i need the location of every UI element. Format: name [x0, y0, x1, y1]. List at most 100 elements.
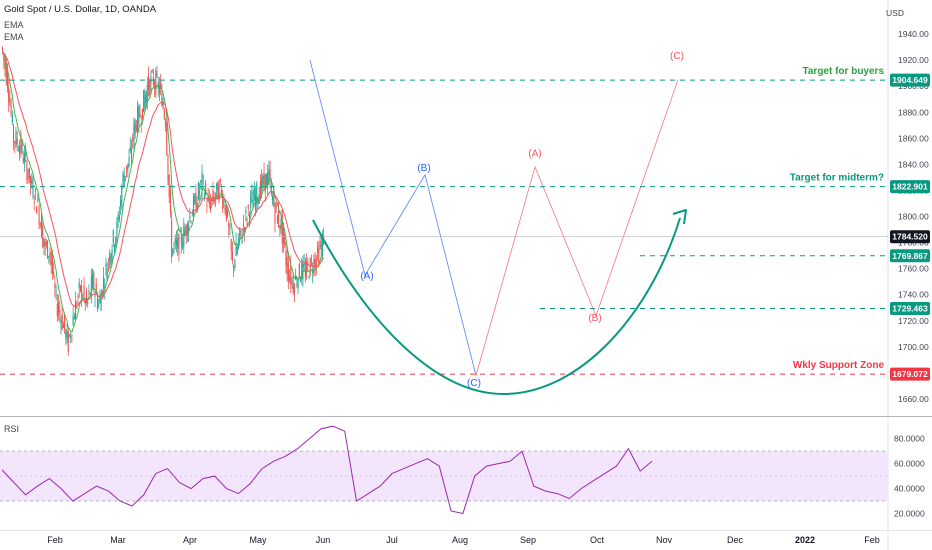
candle-body	[141, 108, 143, 119]
candle-body	[11, 115, 13, 123]
candle-body	[298, 263, 300, 278]
candle-body	[123, 175, 125, 187]
candle-body	[161, 94, 163, 106]
candle-body	[147, 75, 150, 90]
candle-body	[229, 232, 231, 234]
candle-body	[56, 303, 58, 317]
candle-body	[143, 90, 145, 112]
time-tick-label: Apr	[183, 535, 197, 545]
ema-indicator-label-1[interactable]: EMA	[4, 20, 24, 30]
candle-body	[272, 196, 274, 200]
candle-body	[252, 199, 254, 208]
price-level-value: 1904.649	[892, 75, 928, 85]
candle-body	[75, 300, 77, 320]
candle-body	[262, 175, 264, 186]
candle-body	[146, 84, 148, 103]
candle-body	[30, 176, 32, 185]
candle-body	[57, 302, 60, 313]
candle-body	[160, 80, 162, 89]
candle-body	[310, 259, 313, 261]
candle-body	[270, 185, 272, 195]
candle-body	[83, 285, 85, 296]
candle-body	[82, 296, 84, 299]
candle-body	[117, 215, 119, 221]
candle-body	[149, 80, 151, 95]
candle-body	[93, 272, 95, 291]
candle-body	[276, 215, 278, 224]
rsi-tick-label: 40.0000	[894, 484, 925, 494]
candle-body	[223, 200, 225, 204]
rsi-indicator-label[interactable]: RSI	[4, 424, 20, 434]
candle-body	[194, 195, 196, 204]
price-level-tag	[890, 301, 930, 315]
candle-body	[261, 176, 263, 190]
candle-body	[17, 150, 19, 151]
candle-body	[48, 256, 50, 258]
candle-body	[102, 277, 105, 289]
price-level-label: Wkly Support Zone	[793, 360, 885, 371]
candle-body	[101, 290, 103, 297]
current-price-value: 1784.520	[892, 232, 928, 242]
candle-body	[264, 174, 266, 193]
candle-body	[234, 260, 236, 268]
current-price-tag	[890, 230, 930, 244]
candle-body	[168, 174, 170, 197]
candle-body	[192, 196, 195, 217]
candle-body	[124, 176, 126, 178]
candle-body	[50, 252, 52, 265]
candle-body	[33, 202, 35, 204]
candle-body	[26, 163, 28, 181]
price-level-tag	[890, 180, 930, 194]
ema-indicator-label-2[interactable]: EMA	[4, 32, 24, 42]
time-tick-label: Feb	[47, 535, 63, 545]
candle-body	[40, 214, 43, 239]
candle-body	[130, 148, 133, 159]
price-tick-label: 1920.00	[898, 55, 929, 65]
price-tick-label: 1940.00	[898, 29, 929, 39]
candle-body	[213, 195, 215, 203]
candle-body	[120, 199, 122, 206]
candle-body	[199, 191, 201, 193]
candle-body	[72, 315, 74, 325]
candle-body	[241, 235, 243, 243]
time-tick-label: Jul	[386, 535, 398, 545]
candle-body	[21, 144, 23, 151]
candle-body	[185, 225, 187, 236]
price-level-tag	[890, 73, 930, 87]
price-level-value: 1769.867	[892, 251, 928, 261]
candle-body	[68, 334, 71, 336]
candle-body	[265, 174, 268, 188]
candle-body	[51, 259, 54, 273]
candle-body	[189, 216, 191, 219]
candle-body	[219, 179, 221, 182]
candle-body	[162, 101, 164, 109]
candle-body	[32, 184, 34, 197]
candle-body	[47, 240, 49, 259]
candle-body	[89, 293, 91, 294]
candle-body	[5, 62, 7, 84]
candle-body	[182, 243, 184, 249]
time-tick-label: 2022	[795, 535, 815, 545]
candle-body	[201, 171, 203, 191]
candle-body	[20, 134, 22, 153]
candle-body	[250, 195, 252, 208]
candle-body	[85, 290, 88, 303]
candle-body	[304, 267, 306, 278]
time-tick-label: May	[249, 535, 267, 545]
candle-body	[230, 239, 232, 252]
candle-body	[224, 208, 226, 213]
candle-body	[10, 105, 12, 114]
candle-body	[320, 241, 322, 250]
candle-body	[73, 316, 75, 320]
candle-body	[175, 240, 178, 245]
symbol-title[interactable]: Gold Spot / U.S. Dollar, 1D, OANDA	[4, 4, 157, 15]
candle-body	[303, 263, 305, 267]
candle-body	[71, 334, 73, 336]
wave-label: (B)	[417, 163, 430, 174]
candle-body	[180, 234, 182, 245]
candle-body	[106, 268, 108, 281]
candle-body	[9, 100, 11, 105]
candle-body	[134, 119, 136, 135]
time-tick-label: Aug	[452, 535, 468, 545]
